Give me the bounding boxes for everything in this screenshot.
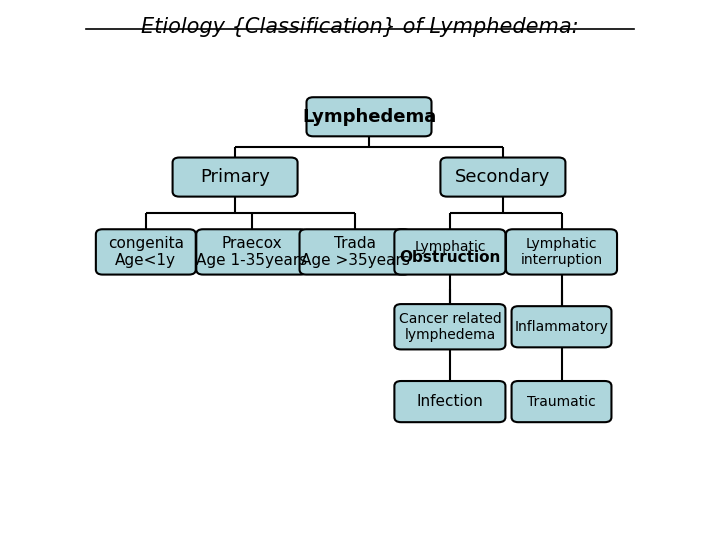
FancyBboxPatch shape	[173, 158, 297, 197]
Text: Lymphedema: Lymphedema	[302, 108, 436, 126]
Text: Obstruction: Obstruction	[399, 249, 500, 265]
Text: congenita
Age<1y: congenita Age<1y	[108, 235, 184, 268]
Text: Traumatic: Traumatic	[527, 395, 596, 409]
FancyBboxPatch shape	[441, 158, 565, 197]
FancyBboxPatch shape	[512, 381, 611, 422]
FancyBboxPatch shape	[197, 230, 307, 274]
Text: Trada
Age >35years: Trada Age >35years	[301, 235, 410, 268]
Text: Praecox
Age 1-35years: Praecox Age 1-35years	[196, 235, 307, 268]
Text: Cancer related
lymphedema: Cancer related lymphedema	[399, 312, 501, 342]
Text: Secondary: Secondary	[455, 168, 551, 186]
FancyBboxPatch shape	[96, 230, 196, 274]
FancyBboxPatch shape	[307, 97, 431, 136]
Text: Primary: Primary	[200, 168, 270, 186]
FancyBboxPatch shape	[506, 230, 617, 274]
Text: Inflammatory: Inflammatory	[515, 320, 608, 334]
FancyBboxPatch shape	[395, 381, 505, 422]
Text: Infection: Infection	[417, 394, 483, 409]
FancyBboxPatch shape	[300, 230, 410, 274]
Text: Etiology {Classification} of Lymphedema:: Etiology {Classification} of Lymphedema:	[141, 17, 579, 37]
FancyBboxPatch shape	[395, 230, 505, 274]
FancyBboxPatch shape	[512, 306, 611, 347]
Text: Lymphatic
interruption: Lymphatic interruption	[521, 237, 603, 267]
FancyBboxPatch shape	[395, 304, 505, 349]
Text: Lymphatic: Lymphatic	[414, 240, 486, 254]
